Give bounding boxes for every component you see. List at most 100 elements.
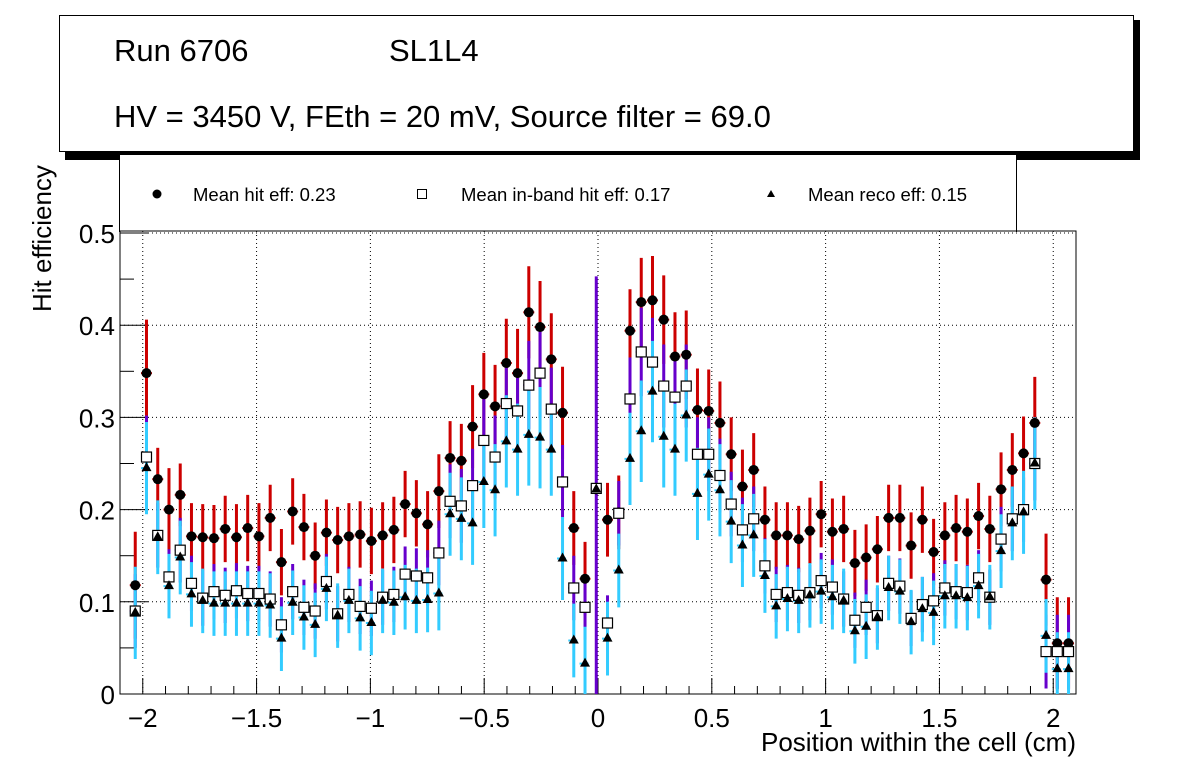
reco-eff-point [501, 435, 512, 445]
reco-eff-point [658, 430, 669, 440]
inband-eff-point [466, 480, 479, 492]
reco-eff-point [928, 606, 939, 616]
hit-eff-point [388, 524, 399, 535]
x-tick-label: −0.5 [459, 703, 510, 733]
inband-eff-point [703, 448, 715, 460]
inband-eff-point [770, 588, 782, 601]
inband-eff-point [478, 434, 490, 447]
reco-eff-point [186, 588, 197, 598]
inband-eff-point [545, 403, 557, 415]
hit-eff-point [737, 481, 748, 492]
inband-eff-point [500, 397, 512, 410]
inband-eff-point [309, 605, 321, 617]
inband-eff-point [613, 507, 625, 519]
hit-eff-point [557, 407, 568, 418]
hit-eff-point [242, 523, 253, 534]
reco-eff-point [152, 531, 163, 541]
axis-ticks [119, 232, 1077, 695]
hit-eff-point [1007, 464, 1018, 475]
reco-eff-point [400, 591, 411, 601]
inband-eff-point [669, 391, 681, 403]
reco-eff-point [141, 462, 152, 472]
inband-eff-point [422, 572, 434, 584]
hit-eff-point [411, 508, 422, 519]
reco-eff-point [917, 603, 928, 613]
reco-eff-point [1029, 457, 1040, 467]
x-tick-label: 1 [818, 703, 832, 733]
inband-eff-point [208, 586, 220, 598]
reco-eff-point [737, 539, 748, 549]
hit-eff-point [1041, 574, 1052, 585]
hit-eff-point [310, 550, 321, 561]
legend-marker-square [417, 189, 427, 199]
hit-eff-point [343, 531, 354, 542]
hit-eff-point [861, 552, 872, 563]
inband-eff-point [298, 601, 310, 613]
inband-eff-point [568, 582, 580, 594]
inband-eff-point [534, 367, 546, 379]
hit-eff-point [816, 509, 827, 520]
inband-eff-point [556, 476, 569, 488]
hit-eff-point [546, 354, 557, 365]
hit-eff-point [231, 532, 242, 543]
hit-eff-point [433, 486, 444, 497]
reco-eff-point [748, 529, 759, 539]
reco-eff-point [321, 582, 332, 592]
reco-eff-point [377, 594, 388, 604]
inband-eff-point [185, 577, 198, 589]
hit-eff-point [1029, 417, 1040, 428]
hit-eff-point [625, 325, 636, 336]
inband-eff-point [624, 393, 636, 405]
inband-eff-point [736, 524, 749, 536]
hit-eff-point [445, 452, 456, 463]
hit-eff-point [321, 527, 332, 538]
reco-eff-point [422, 593, 433, 603]
inband-eff-point [748, 513, 760, 525]
reco-eff-point [782, 593, 793, 603]
error-bars [129, 256, 1075, 694]
hit-eff-point [490, 401, 501, 412]
reco-eff-point [793, 594, 804, 604]
reco-eff-point [287, 596, 298, 606]
reco-eff-point [332, 609, 343, 619]
hit-eff-point [771, 530, 782, 541]
reco-eff-point [726, 515, 737, 525]
y-tick-label: 0.5 [79, 219, 115, 249]
reco-eff-point [849, 625, 860, 635]
hit-eff-point [568, 523, 579, 534]
y-axis-label: Hit efficiency [27, 165, 57, 312]
reco-eff-point [355, 612, 366, 622]
hit-eff-point [253, 531, 264, 542]
reco-eff-point [647, 385, 658, 395]
reco-eff-point [613, 564, 624, 574]
reco-eff-point [568, 634, 579, 644]
reco-eff-point [714, 484, 725, 494]
hit-eff-point [602, 514, 613, 525]
inband-eff-point [928, 595, 940, 607]
hit-eff-point [298, 522, 309, 533]
hit-eff-point [636, 297, 647, 308]
reco-eff-point [388, 596, 399, 606]
hit-eff-point [355, 529, 366, 540]
reco-eff-point [512, 443, 523, 453]
title-conditions: HV = 3450 V, FEth = 20 mV, Source filter… [114, 99, 771, 134]
reco-eff-point [636, 425, 647, 435]
inband-eff-point [410, 570, 422, 582]
reco-eff-point [816, 585, 827, 595]
reco-eff-point [872, 611, 883, 621]
inband-eff-point [433, 547, 445, 559]
hit-eff-point [535, 322, 546, 333]
hit-eff-point [276, 557, 287, 568]
x-axis-label: Position within the cell (cm) [761, 727, 1076, 757]
inband-eff-point [253, 587, 265, 600]
hit-eff-point [580, 573, 591, 584]
hit-eff-point [208, 533, 219, 544]
reco-eff-point [1018, 506, 1029, 516]
reco-eff-point [692, 487, 703, 497]
hit-eff-point [827, 526, 838, 537]
markers [129, 295, 1075, 673]
inband-eff-point [680, 380, 692, 392]
reco-eff-point [433, 587, 444, 597]
title-run: Run 6706 [114, 33, 249, 68]
hit-eff-point [186, 531, 197, 542]
